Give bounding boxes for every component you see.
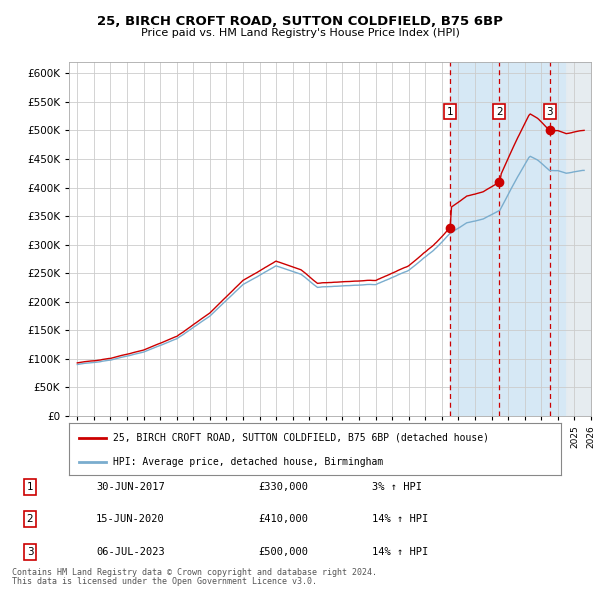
Text: 1: 1 — [447, 107, 454, 116]
Text: 06-JUL-2023: 06-JUL-2023 — [96, 547, 165, 556]
Text: 14% ↑ HPI: 14% ↑ HPI — [372, 547, 428, 556]
Bar — [566, 62, 591, 416]
Text: 15-JUN-2020: 15-JUN-2020 — [96, 514, 165, 524]
Text: 30-JUN-2017: 30-JUN-2017 — [96, 482, 165, 491]
Text: 3: 3 — [26, 547, 34, 556]
Text: Contains HM Land Registry data © Crown copyright and database right 2024.: Contains HM Land Registry data © Crown c… — [12, 568, 377, 577]
Text: HPI: Average price, detached house, Birmingham: HPI: Average price, detached house, Birm… — [113, 457, 383, 467]
Text: Price paid vs. HM Land Registry's House Price Index (HPI): Price paid vs. HM Land Registry's House … — [140, 28, 460, 38]
Text: 3% ↑ HPI: 3% ↑ HPI — [372, 482, 422, 491]
Text: 25, BIRCH CROFT ROAD, SUTTON COLDFIELD, B75 6BP: 25, BIRCH CROFT ROAD, SUTTON COLDFIELD, … — [97, 15, 503, 28]
Text: 2: 2 — [26, 514, 34, 524]
Text: 1: 1 — [26, 482, 34, 491]
Text: 3: 3 — [547, 107, 553, 116]
Text: 2: 2 — [496, 107, 502, 116]
Text: 14% ↑ HPI: 14% ↑ HPI — [372, 514, 428, 524]
Text: £410,000: £410,000 — [258, 514, 308, 524]
Text: This data is licensed under the Open Government Licence v3.0.: This data is licensed under the Open Gov… — [12, 577, 317, 586]
Text: 25, BIRCH CROFT ROAD, SUTTON COLDFIELD, B75 6BP (detached house): 25, BIRCH CROFT ROAD, SUTTON COLDFIELD, … — [113, 432, 489, 442]
Text: £330,000: £330,000 — [258, 482, 308, 491]
Bar — [450, 62, 566, 416]
Text: £500,000: £500,000 — [258, 547, 308, 556]
Bar — [566, 62, 591, 416]
